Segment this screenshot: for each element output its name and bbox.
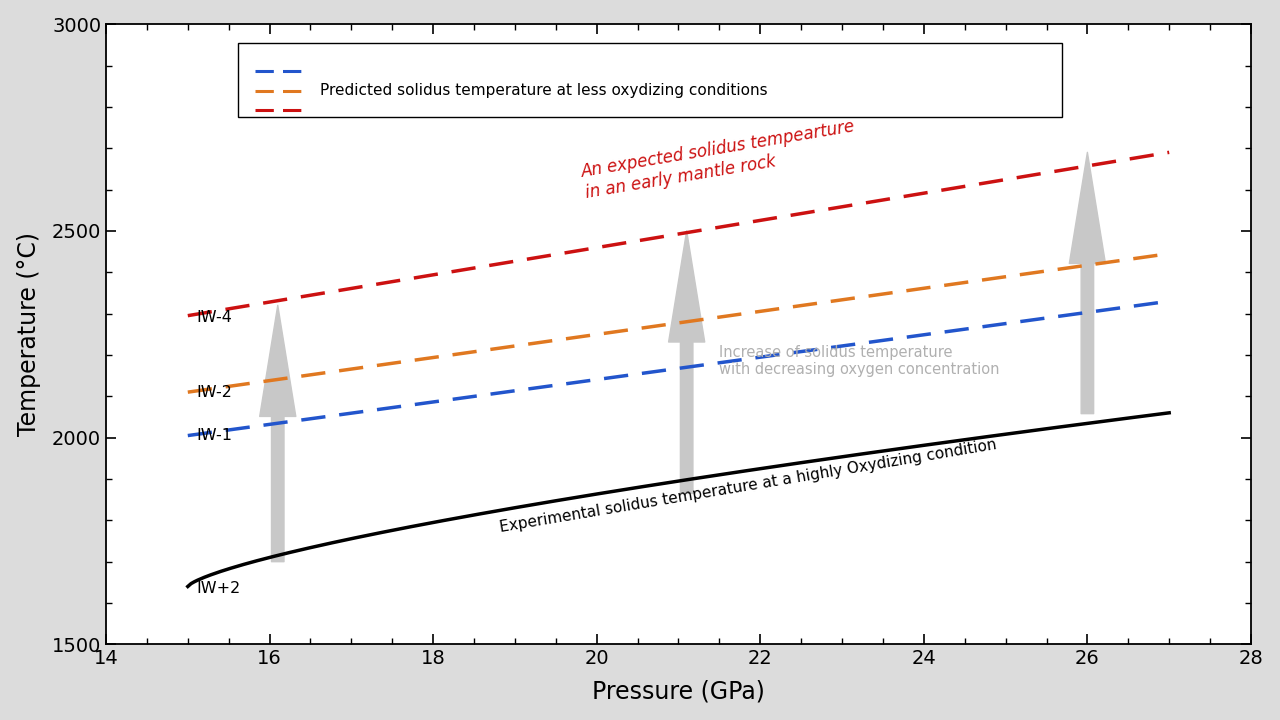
Text: Experimental solidus temperature at a highly Oxydizing condition: Experimental solidus temperature at a hi… (499, 437, 998, 535)
X-axis label: Pressure (GPa): Pressure (GPa) (593, 680, 765, 703)
Text: IW-1: IW-1 (196, 428, 232, 443)
Y-axis label: Temperature (°C): Temperature (°C) (17, 233, 41, 436)
FancyBboxPatch shape (238, 42, 1062, 117)
Text: An expected solidus tempearture
in an early mantle rock: An expected solidus tempearture in an ea… (580, 118, 860, 202)
Text: IW-4: IW-4 (196, 310, 232, 325)
Text: IW-2: IW-2 (196, 384, 232, 400)
Text: Predicted solidus temperature at less oxydizing conditions: Predicted solidus temperature at less ox… (320, 83, 768, 98)
Text: IW+2: IW+2 (196, 581, 241, 596)
Text: Increase of solidus temperature
with decreasing oxygen concentration: Increase of solidus temperature with dec… (719, 345, 1000, 377)
